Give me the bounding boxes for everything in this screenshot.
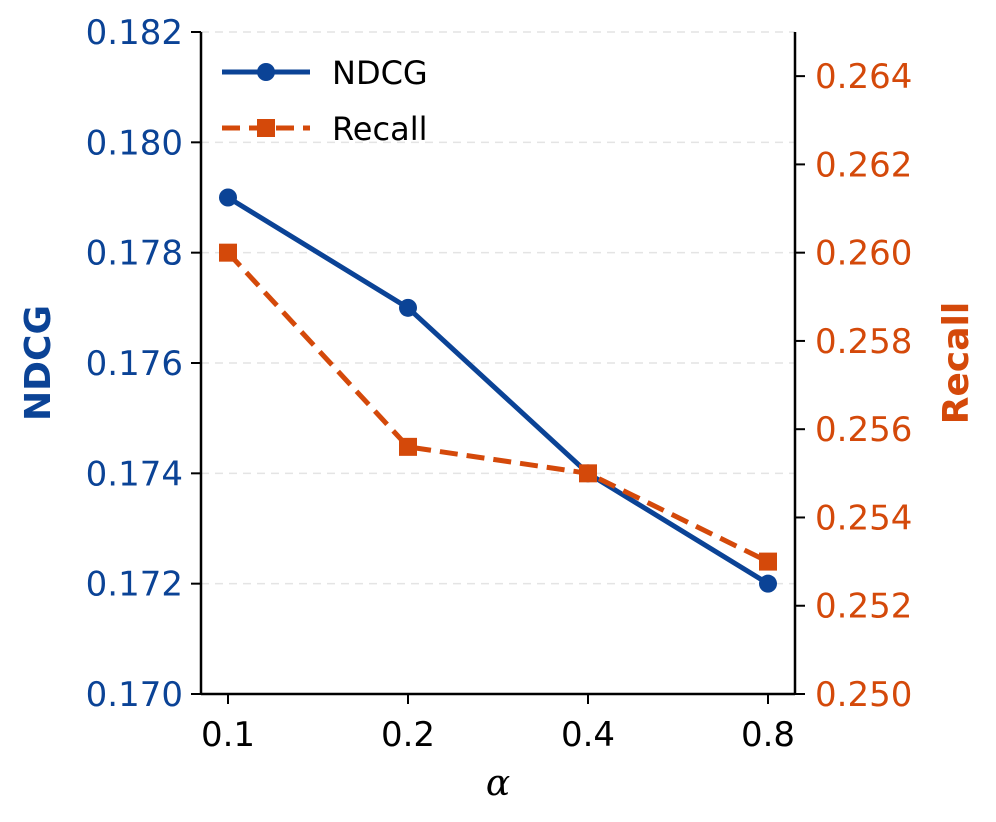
series-line-ndcg: [226, 195, 770, 586]
ndcg-point: [219, 188, 237, 207]
recall-point: [399, 437, 417, 456]
left-tick-label: 0.180: [86, 123, 183, 163]
left-y-axis-title: NDCG: [18, 305, 59, 421]
left-tick-label: 0.182: [86, 13, 183, 53]
recall-point: [219, 243, 237, 262]
x-tick-label: 0.1: [201, 715, 255, 755]
right-tick-label: 0.264: [815, 57, 912, 97]
left-tick-label: 0.172: [86, 565, 183, 605]
ndcg-point: [399, 298, 417, 317]
right-tick-label: 0.250: [815, 675, 912, 715]
series: [219, 188, 777, 593]
legend-recall-label: Recall: [332, 110, 427, 148]
right-tick-label: 0.252: [815, 587, 912, 627]
x-tick-label: 0.8: [741, 715, 795, 755]
left-y-ticks: 0.170 0.172 0.174 0.176 0.178 0.180 0.182: [86, 13, 201, 715]
right-y-axis-title: Recall: [936, 302, 977, 424]
left-tick-label: 0.170: [86, 675, 183, 715]
right-tick-label: 0.254: [815, 498, 912, 538]
right-tick-label: 0.258: [815, 322, 912, 362]
legend-recall-marker: [257, 119, 275, 137]
right-y-ticks: 0.250 0.252 0.254 0.256 0.258 0.260 0.262 0.264: [795, 57, 912, 715]
x-tick-label: 0.2: [381, 715, 435, 755]
right-tick-label: 0.262: [815, 145, 912, 185]
x-tick-label: 0.4: [561, 715, 615, 755]
series-line-recall: [226, 250, 770, 564]
recall-point: [759, 552, 777, 571]
legend-ndcg-marker: [257, 63, 275, 81]
left-tick-label: 0.176: [86, 344, 183, 384]
x-ticks: 0.1 0.2 0.4 0.8: [201, 694, 795, 755]
left-tick-label: 0.178: [86, 234, 183, 274]
x-axis-title: α: [486, 763, 510, 804]
legend-ndcg-label: NDCG: [332, 54, 428, 92]
legend: NDCG Recall: [222, 54, 428, 148]
recall-point: [579, 464, 597, 483]
left-tick-label: 0.174: [86, 454, 183, 494]
right-tick-label: 0.256: [815, 410, 912, 450]
gridlines: [201, 31, 795, 695]
right-tick-label: 0.260: [815, 234, 912, 274]
ndcg-point: [759, 574, 777, 593]
